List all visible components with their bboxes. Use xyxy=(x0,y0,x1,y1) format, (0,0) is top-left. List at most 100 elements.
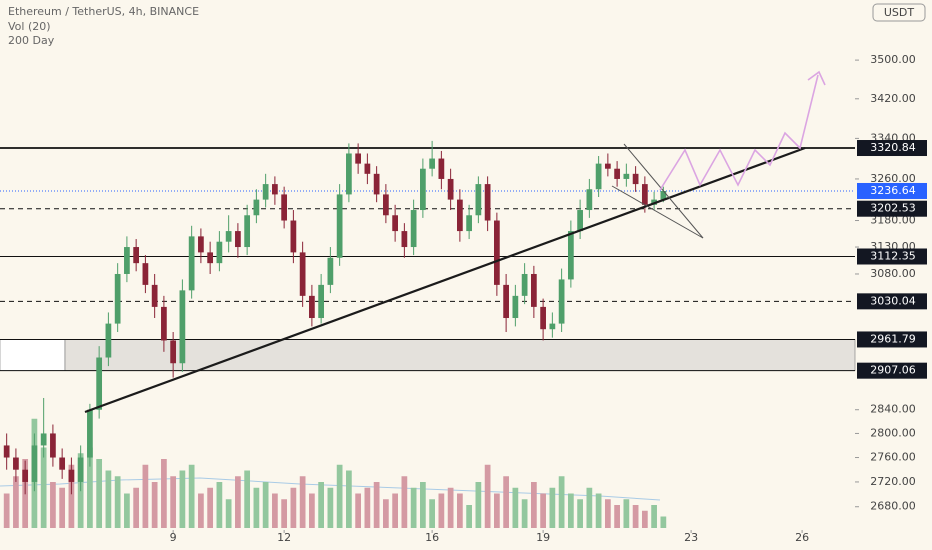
candle-body xyxy=(133,247,140,264)
candle-body xyxy=(161,306,167,341)
x-tick-label: 19 xyxy=(536,531,550,544)
y-tick-label: 3500.00 xyxy=(870,53,916,66)
candle-body xyxy=(170,340,177,364)
volume-bar xyxy=(447,487,454,528)
volume-bar xyxy=(595,493,602,528)
volume-bar xyxy=(392,493,398,528)
y-tick-label: 2800.00 xyxy=(870,426,916,439)
volume-bar xyxy=(420,482,426,528)
candle-body xyxy=(68,469,75,482)
candle-body xyxy=(281,194,288,221)
candle-body xyxy=(87,409,93,458)
candle-body xyxy=(457,199,463,232)
level-label-box xyxy=(857,362,927,379)
candle-body xyxy=(40,433,47,446)
candle-body xyxy=(309,295,315,319)
volume-bar xyxy=(410,487,417,528)
candle-body xyxy=(549,323,556,330)
volume-bar xyxy=(567,493,574,528)
axis-layer: 2680.00 2720.00 2760.00 2800.00 2840.00 3080.… xyxy=(170,53,927,544)
candle-body xyxy=(392,215,398,232)
volume-bar xyxy=(475,482,482,528)
volume-bar xyxy=(438,493,445,528)
candle-body xyxy=(225,231,232,242)
currency-label[interactable]: USDT xyxy=(884,6,915,19)
candle-body xyxy=(604,163,611,169)
candle-body xyxy=(410,210,417,248)
volume-bar xyxy=(50,482,56,528)
indicator-label: Vol (20) xyxy=(8,20,51,33)
candle-body xyxy=(336,194,343,258)
candle-body xyxy=(401,231,408,248)
chart-title: Ethereum / TetherUS, 4h, BINANCE xyxy=(8,5,199,18)
volume-bar xyxy=(521,499,528,528)
candle-body xyxy=(114,273,121,324)
candle-body xyxy=(235,231,241,248)
volume-bar xyxy=(281,499,288,528)
volume-layer xyxy=(3,418,667,528)
level-label: 3320.84 xyxy=(870,141,916,154)
level-label-box xyxy=(857,200,927,217)
candle-body xyxy=(512,295,519,319)
candle-body xyxy=(623,173,630,179)
candle-body xyxy=(577,210,583,232)
volume-bar xyxy=(623,499,630,528)
volume-bar xyxy=(299,476,306,528)
volume-bar xyxy=(484,464,491,528)
volume-bar xyxy=(641,510,648,528)
volume-bar xyxy=(346,470,352,528)
candle-body xyxy=(198,236,204,253)
level-label: 3112.35 xyxy=(870,250,916,263)
wedge-line xyxy=(611,185,704,239)
volume-bar xyxy=(161,459,167,528)
volume-bar xyxy=(87,447,93,528)
indicator-label: 200 Day xyxy=(8,34,55,47)
volume-bar xyxy=(309,493,315,528)
candle-body xyxy=(272,184,278,195)
volume-bar xyxy=(355,493,361,528)
candle-body xyxy=(179,290,186,364)
last-price-box xyxy=(857,182,927,199)
candle-body xyxy=(373,173,380,195)
candle-body xyxy=(364,163,371,174)
candle-body xyxy=(494,220,500,285)
volume-bar xyxy=(96,459,103,528)
candle-body xyxy=(429,158,435,169)
candle-body xyxy=(207,252,214,264)
volume-bar xyxy=(272,493,278,528)
x-tick-label: 23 xyxy=(684,531,698,544)
candle-body xyxy=(327,257,334,285)
candle-body xyxy=(503,284,509,319)
volume-bar xyxy=(3,493,10,528)
candle-body xyxy=(77,457,84,482)
y-tick-label: 3260.00 xyxy=(870,172,916,185)
level-label-box xyxy=(857,140,927,157)
candle-body xyxy=(521,273,528,296)
candle-body xyxy=(595,163,602,190)
level-label: 3030.04 xyxy=(870,294,916,307)
volume-bar xyxy=(604,499,611,528)
volume-bar xyxy=(124,493,130,528)
candle-body xyxy=(124,247,130,274)
volume-bar xyxy=(151,482,158,528)
currency-box[interactable] xyxy=(872,3,926,22)
candle-body xyxy=(355,153,361,164)
candle-layer xyxy=(3,140,667,495)
volume-bar xyxy=(225,499,232,528)
candle-body xyxy=(262,184,269,200)
volume-bar xyxy=(429,499,435,528)
volume-bar xyxy=(114,476,121,528)
volume-bar xyxy=(105,470,112,528)
candle-body xyxy=(586,189,593,211)
zone-label-area xyxy=(0,339,66,371)
volume-bar xyxy=(133,487,140,528)
level-label-box xyxy=(857,293,927,310)
volume-bar xyxy=(660,516,667,528)
volume-bar xyxy=(59,487,66,528)
wedge-line xyxy=(623,143,704,239)
volume-bar xyxy=(179,470,186,528)
volume-bar xyxy=(216,482,223,528)
candle-body xyxy=(540,306,546,330)
volume-bar xyxy=(558,476,565,528)
volume-bar xyxy=(13,476,19,528)
